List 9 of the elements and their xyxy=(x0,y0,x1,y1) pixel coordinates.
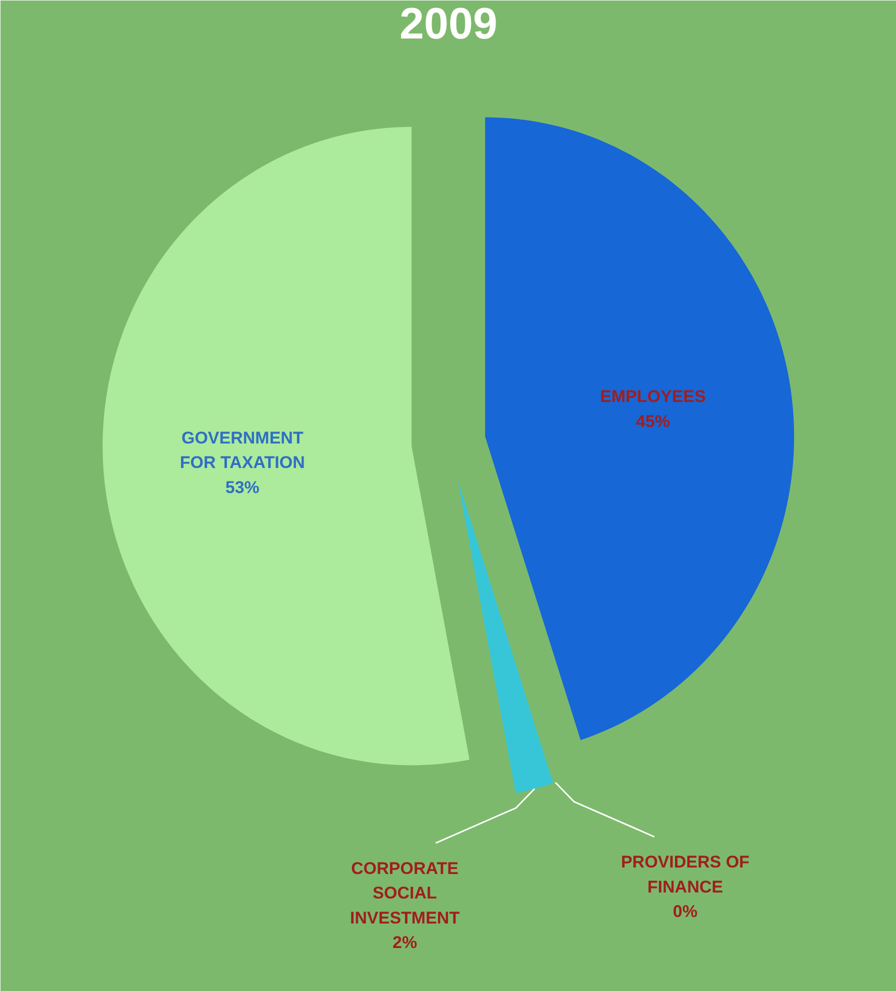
text: 0% xyxy=(672,902,698,922)
slice-label: CORPORATE SOCIAL INVESTMENT xyxy=(350,858,460,928)
data-label: 45% xyxy=(636,412,670,431)
chart-title: 2009 xyxy=(400,0,498,48)
slice-label: EMPLOYEES xyxy=(600,387,706,406)
category-label: PROVIDERS OF FINANCE xyxy=(620,852,750,896)
slice-label: GOVERNMENT FOR TAXATION xyxy=(180,428,305,472)
data-label: 53% xyxy=(225,478,260,497)
data-label: 2% xyxy=(392,933,418,952)
